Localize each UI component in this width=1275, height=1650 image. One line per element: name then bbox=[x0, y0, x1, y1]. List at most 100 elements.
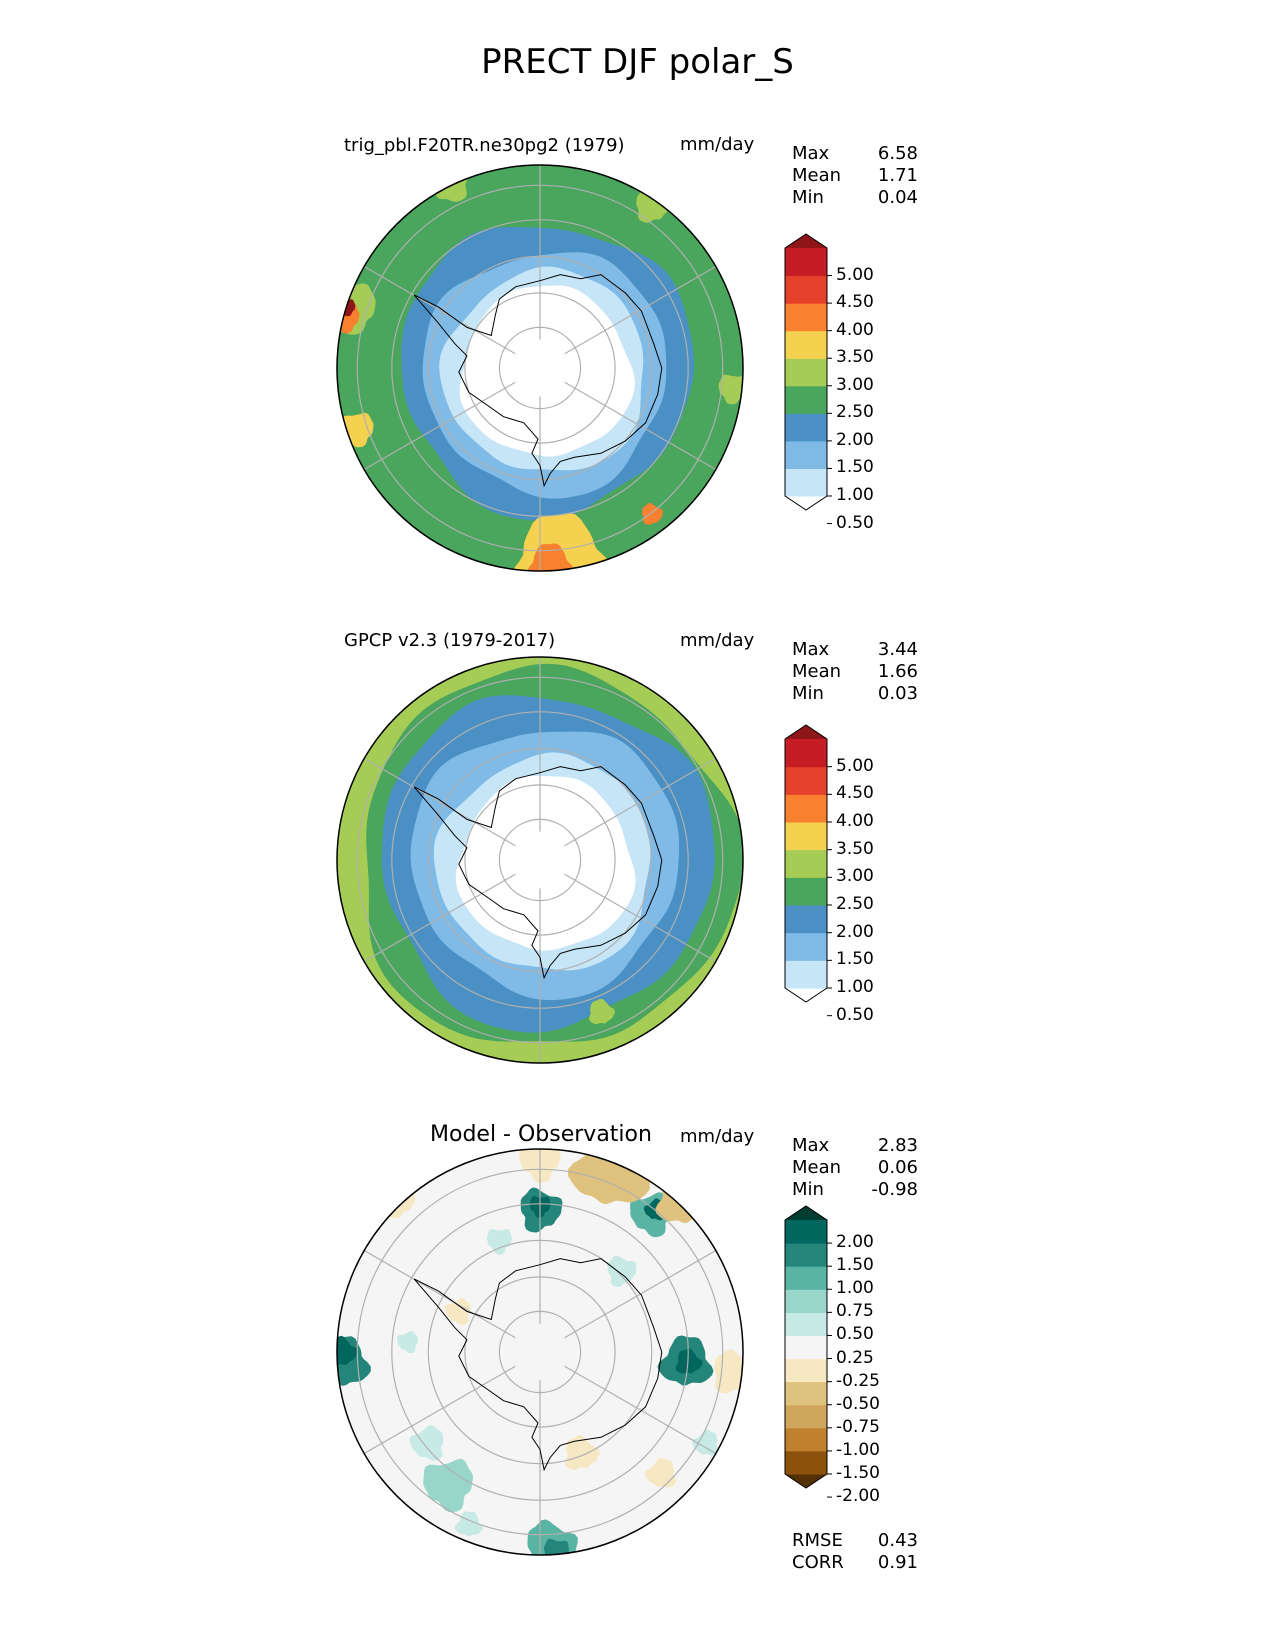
colorbar-tick-label: 5.00 bbox=[836, 264, 874, 285]
colorbar-segment bbox=[785, 413, 827, 442]
colorbar-tick-label: 1.00 bbox=[836, 977, 874, 997]
metric-value: 0.43 bbox=[877, 1530, 918, 1551]
map-boundary bbox=[336, 1148, 744, 1556]
colorbar-segment bbox=[785, 1450, 827, 1475]
colorbar-tick-label: 2.00 bbox=[836, 1232, 874, 1253]
colorbar-tick-label: 0.50 bbox=[836, 512, 874, 533]
longitude-gridline bbox=[564, 873, 717, 963]
map-boundary bbox=[336, 164, 744, 572]
precip-contour bbox=[459, 285, 635, 457]
stats-test: Max 6.58 Mean 1.71 Min 0.04 bbox=[792, 143, 918, 209]
colorbar-segment bbox=[785, 1289, 827, 1313]
stat-value: -0.98 bbox=[871, 1179, 918, 1200]
difference-anomaly bbox=[565, 1435, 600, 1470]
metric-label: CORR bbox=[792, 1552, 844, 1573]
longitude-gridline bbox=[363, 1249, 516, 1339]
stat-value: 0.04 bbox=[877, 187, 918, 208]
longitude-gridline bbox=[363, 381, 516, 471]
colorbar-tick-label: 0.50 bbox=[836, 1324, 874, 1345]
colorbar-segment bbox=[785, 822, 827, 851]
colorbar-segment bbox=[785, 303, 827, 332]
colorbar-tick-label: 1.50 bbox=[836, 1255, 874, 1276]
colorbar-tick-label: 2.00 bbox=[836, 429, 874, 450]
difference-anomaly bbox=[423, 1458, 473, 1513]
colorbar-segment bbox=[785, 1312, 827, 1336]
colorbar-tick-label: 1.50 bbox=[836, 457, 874, 478]
stat-label: Min bbox=[792, 683, 824, 704]
precip-patch bbox=[718, 374, 743, 405]
metric-label: RMSE bbox=[792, 1530, 843, 1551]
stat-label: Max bbox=[792, 1135, 830, 1156]
colorbar-tick-label: -0.50 bbox=[836, 1393, 880, 1414]
colorbar-extend-max bbox=[785, 234, 827, 248]
stat-label: Max bbox=[792, 143, 830, 164]
difference-anomaly bbox=[445, 1297, 471, 1325]
colorbar-tick-label: -1.50 bbox=[836, 1463, 880, 1483]
colorbar-segment bbox=[785, 960, 827, 989]
polar-map-test bbox=[337, 165, 743, 571]
stat-value: 2.83 bbox=[877, 1135, 918, 1156]
stat-value: 1.71 bbox=[877, 165, 918, 186]
stat-label: Mean bbox=[792, 165, 842, 186]
polar-map-difference bbox=[337, 1149, 743, 1555]
colorbar-tick-label: 4.00 bbox=[836, 811, 874, 831]
difference-anomaly bbox=[607, 1255, 637, 1287]
stat-value: 1.66 bbox=[877, 661, 918, 682]
longitude-gridline bbox=[564, 1365, 717, 1455]
colorbar-tick-label: 5.00 bbox=[836, 755, 874, 776]
panel-title-test: trig_pbl.F20TR.ne30pg2 (1979) bbox=[344, 135, 625, 156]
colorbar-tick-label: -2.00 bbox=[836, 1486, 880, 1507]
colorbar-tick-label: -0.75 bbox=[836, 1416, 880, 1437]
colorbar-segment bbox=[785, 1381, 827, 1406]
colorbar-tick-label: 3.00 bbox=[836, 374, 874, 395]
panel-title-reference: GPCP v2.3 (1979-2017) bbox=[344, 630, 556, 651]
colorbar-segment bbox=[785, 468, 827, 497]
colorbar-extend-max bbox=[785, 725, 827, 739]
colorbar-difference bbox=[784, 1205, 832, 1498]
figure-title: PRECT DJF polar_S bbox=[481, 42, 794, 82]
colorbar-segment bbox=[785, 275, 827, 304]
difference-anomaly bbox=[675, 1348, 703, 1374]
colorbar-segment bbox=[785, 1220, 827, 1244]
stat-value: 0.03 bbox=[877, 683, 918, 704]
longitude-gridline bbox=[363, 265, 516, 355]
colorbar-extend-min bbox=[785, 1474, 827, 1488]
precip-patch bbox=[527, 543, 574, 571]
difference-anomaly bbox=[714, 1349, 743, 1394]
colorbar-tick-label: 2.50 bbox=[836, 402, 874, 423]
colorbar-segment bbox=[785, 1427, 827, 1452]
longitude-gridline bbox=[564, 381, 717, 471]
colorbar-test bbox=[784, 233, 832, 525]
stat-label: Min bbox=[792, 1179, 824, 1200]
colorbar-tick-label: 3.50 bbox=[836, 838, 874, 859]
colorbar-segment bbox=[785, 1243, 827, 1267]
metrics-difference: RMSE 0.43 CORR 0.91 bbox=[792, 1530, 918, 1574]
longitude-gridline bbox=[363, 1365, 516, 1455]
difference-anomaly bbox=[655, 1172, 711, 1224]
colorbar-segment bbox=[785, 905, 827, 934]
stat-label: Max bbox=[792, 639, 830, 660]
colorbar-segment bbox=[785, 1335, 827, 1360]
stat-value: 6.58 bbox=[877, 143, 918, 164]
coastline bbox=[413, 766, 663, 980]
difference-anomaly bbox=[363, 1511, 392, 1537]
difference-anomaly bbox=[544, 1538, 569, 1555]
difference-anomaly bbox=[644, 1457, 677, 1488]
colorbar-tick-label: 3.00 bbox=[836, 866, 874, 887]
colorbar-tick-label: 4.50 bbox=[836, 783, 874, 804]
colorbar-segment bbox=[785, 248, 827, 277]
precip-patch bbox=[349, 739, 367, 757]
units-label-difference: mm/day bbox=[680, 1126, 755, 1147]
stats-difference: Max 2.83 Mean 0.06 Min -0.98 bbox=[792, 1135, 918, 1201]
colorbar-segment bbox=[785, 1358, 827, 1383]
metric-value: 0.91 bbox=[877, 1552, 918, 1573]
difference-anomaly bbox=[692, 1429, 719, 1456]
colorbar-tick-label: 0.50 bbox=[836, 1004, 874, 1025]
colorbar-tick-label: 1.50 bbox=[836, 949, 874, 970]
colorbar-reference bbox=[784, 724, 832, 1017]
units-label-test: mm/day bbox=[680, 134, 755, 155]
colorbar-segment bbox=[785, 932, 827, 961]
stat-label: Mean bbox=[792, 1157, 842, 1178]
colorbar-segment bbox=[785, 849, 827, 878]
